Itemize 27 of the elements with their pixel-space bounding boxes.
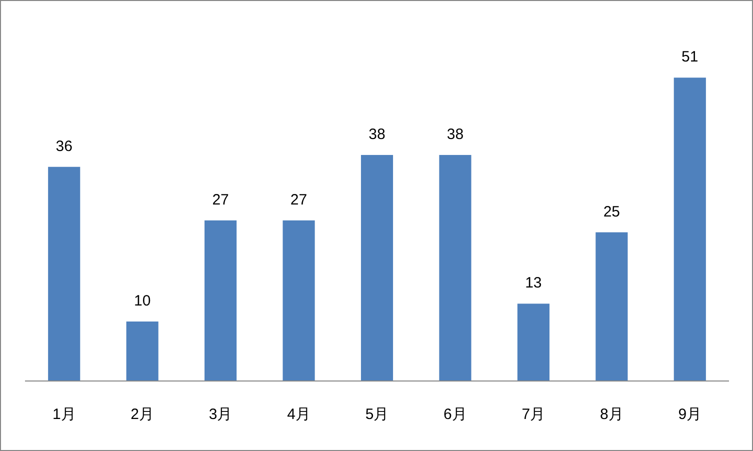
x-tick-label: 5月 xyxy=(365,406,389,423)
bar xyxy=(360,154,394,381)
data-label: 13 xyxy=(525,274,542,292)
bar xyxy=(48,166,80,381)
data-label: 25 xyxy=(603,203,620,220)
data-label: 38 xyxy=(446,126,464,143)
bar xyxy=(439,154,472,381)
bar xyxy=(596,232,628,381)
bar xyxy=(517,304,550,381)
bar xyxy=(282,220,315,381)
data-label: 10 xyxy=(134,292,151,310)
x-tick-label: 7月 xyxy=(522,406,546,423)
x-tick-label: 6月 xyxy=(444,406,467,423)
x-tick-label: 4月 xyxy=(287,406,310,423)
data-label: 51 xyxy=(682,48,698,66)
x-tick-label: 2月 xyxy=(130,406,154,423)
x-tick-label: 9月 xyxy=(678,406,702,423)
x-tick-label: 1月 xyxy=(52,406,76,423)
data-label: 27 xyxy=(290,191,308,208)
x-tick-label: 3月 xyxy=(208,406,232,423)
data-label: 38 xyxy=(368,126,386,143)
data-label: 36 xyxy=(56,138,72,155)
x-tick-label: 8月 xyxy=(600,406,624,423)
bar xyxy=(674,78,706,381)
bar xyxy=(126,322,158,381)
bar xyxy=(204,220,237,381)
data-label: 27 xyxy=(212,191,229,208)
